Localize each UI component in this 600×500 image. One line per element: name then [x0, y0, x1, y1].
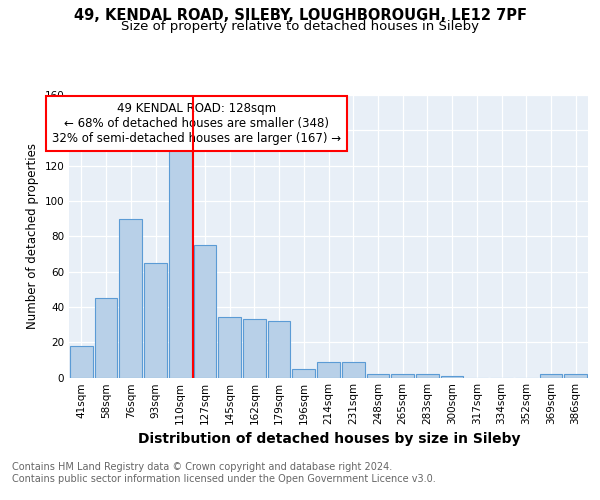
Text: 49 KENDAL ROAD: 128sqm
← 68% of detached houses are smaller (348)
32% of semi-de: 49 KENDAL ROAD: 128sqm ← 68% of detached… — [52, 102, 341, 145]
Bar — [416, 374, 439, 378]
Bar — [317, 362, 340, 378]
Bar — [194, 245, 216, 378]
Text: Contains HM Land Registry data © Crown copyright and database right 2024.
Contai: Contains HM Land Registry data © Crown c… — [12, 462, 436, 484]
Text: 49, KENDAL ROAD, SILEBY, LOUGHBOROUGH, LE12 7PF: 49, KENDAL ROAD, SILEBY, LOUGHBOROUGH, L… — [74, 8, 527, 22]
Y-axis label: Number of detached properties: Number of detached properties — [26, 143, 39, 329]
Bar — [119, 218, 142, 378]
Text: Size of property relative to detached houses in Sileby: Size of property relative to detached ho… — [121, 20, 479, 33]
Bar — [539, 374, 562, 378]
Bar — [169, 148, 191, 378]
Bar — [441, 376, 463, 378]
Bar — [342, 362, 365, 378]
Bar — [144, 262, 167, 378]
Bar — [391, 374, 414, 378]
Bar — [70, 346, 93, 378]
Text: Distribution of detached houses by size in Sileby: Distribution of detached houses by size … — [137, 432, 520, 446]
Bar — [292, 368, 315, 378]
Bar — [564, 374, 587, 378]
Bar — [218, 318, 241, 378]
Bar — [367, 374, 389, 378]
Bar — [268, 321, 290, 378]
Bar — [95, 298, 118, 378]
Bar — [243, 319, 266, 378]
